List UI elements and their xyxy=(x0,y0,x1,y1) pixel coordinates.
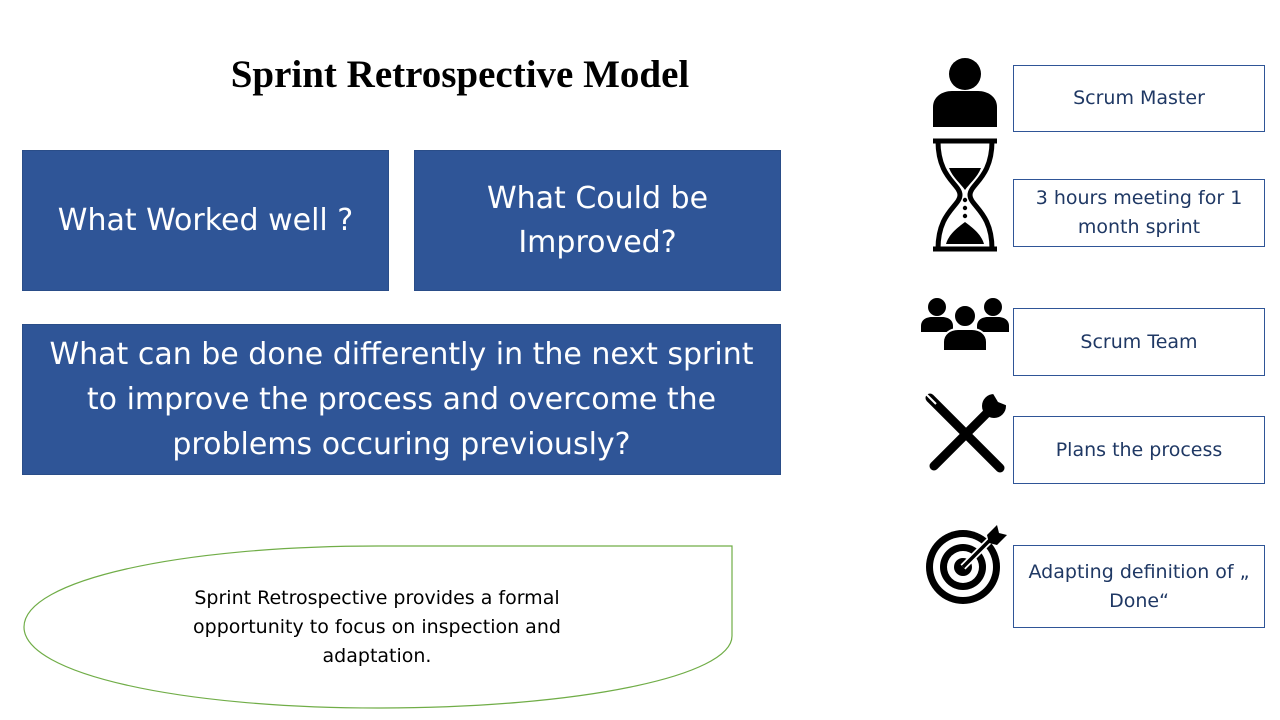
tools-icon xyxy=(922,392,1008,476)
aspect-label-scrum-master: Scrum Master xyxy=(1013,65,1265,132)
page-title: Sprint Retrospective Model xyxy=(230,53,690,96)
could-be-improved-box: What Could be Improved? xyxy=(414,150,781,291)
note-oval-shape xyxy=(23,545,733,709)
hourglass-icon xyxy=(929,138,1001,252)
person-icon xyxy=(930,57,1000,127)
aspect-label-definition-of-done: Adapting definition of „ Done“ xyxy=(1013,545,1265,628)
do-differently-box: What can be done differently in the next… xyxy=(22,324,781,475)
worked-well-box: What Worked well ? xyxy=(22,150,389,291)
aspect-label-plans-process: Plans the process xyxy=(1013,416,1265,484)
retrospective-note: Sprint Retrospective provides a formal o… xyxy=(20,544,736,712)
target-icon xyxy=(923,523,1007,607)
note-text: Sprint Retrospective provides a formal o… xyxy=(193,587,561,667)
aspect-label-meeting-duration: 3 hours meeting for 1 month sprint xyxy=(1013,179,1265,247)
aspect-label-scrum-team: Scrum Team xyxy=(1013,308,1265,376)
team-icon xyxy=(920,296,1010,352)
